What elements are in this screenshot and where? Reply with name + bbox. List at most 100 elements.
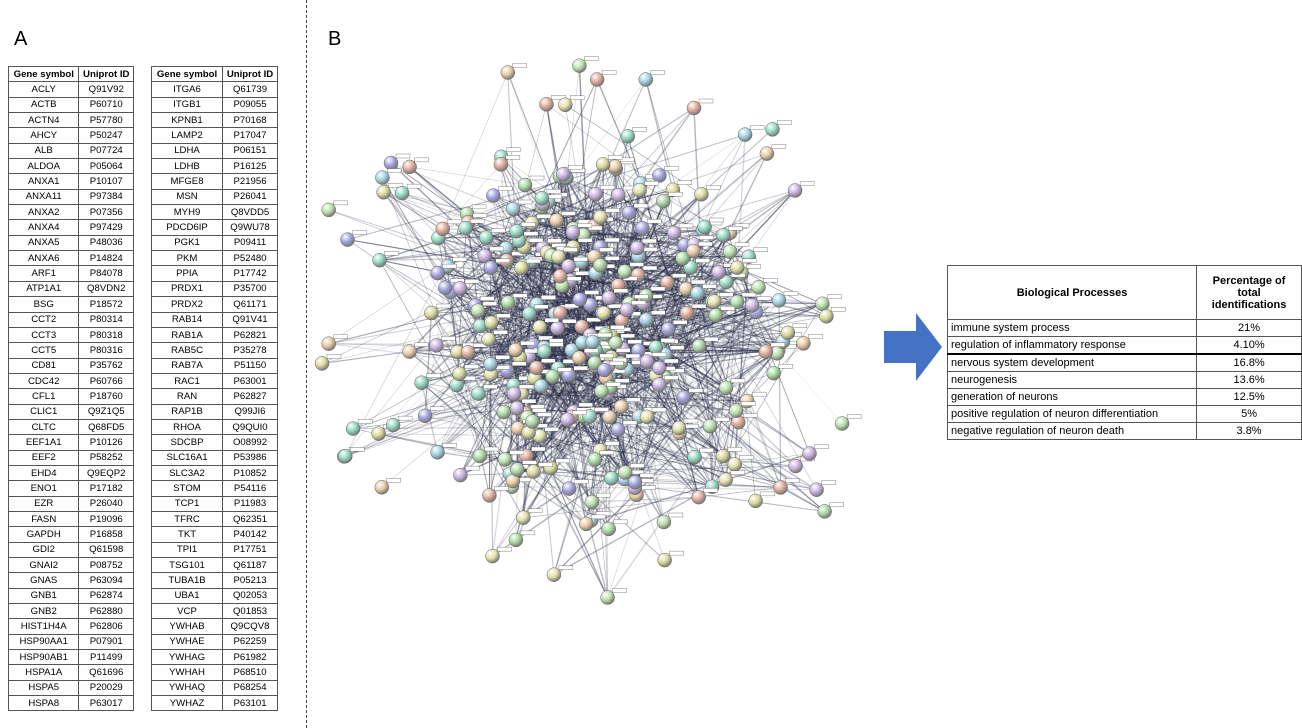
network-edge: [734, 256, 750, 465]
network-node-label: [730, 470, 745, 475]
gene-symbol-cell: YWHAB: [150, 618, 224, 635]
gene-symbol-header: Gene symbol: [7, 65, 80, 83]
network-edge: [639, 183, 724, 457]
uniprot-id-cell: P62806: [78, 618, 134, 635]
network-node-label: [442, 263, 457, 269]
uniprot-id-cell: P63017: [78, 695, 134, 712]
network-node-label: [528, 508, 543, 513]
network-node-label: [524, 348, 540, 354]
uniprot-id-cell: Q68FD5: [78, 418, 134, 436]
network-node-label: [627, 339, 642, 344]
network-node-label: [577, 223, 593, 228]
table-row: PGK1 P09411: [150, 234, 278, 252]
uniprot-id-cell: P48036: [78, 234, 134, 252]
network-edge: [437, 370, 508, 453]
network-node-label: [714, 417, 730, 422]
network-edge: [383, 191, 612, 337]
network-node: [517, 177, 533, 193]
network-node-label: [672, 273, 687, 278]
network-node-label: [746, 264, 761, 269]
gene-symbol-cell: GNAS: [7, 572, 80, 589]
uniprot-id-cell: P10107: [78, 173, 134, 190]
network-node: [652, 168, 667, 183]
network-node-label: [520, 340, 535, 346]
network-node: [508, 342, 523, 358]
gene-symbol-cell: YWHAZ: [150, 695, 224, 712]
network-node: [595, 157, 611, 172]
network-node: [572, 292, 588, 307]
network-node-label: [609, 360, 624, 366]
network-node: [496, 404, 512, 420]
processes-header: Biological Processes: [946, 265, 1198, 320]
table-row: ACLY Q91V92: [7, 81, 134, 98]
network-edge: [521, 390, 602, 395]
network-edge: [378, 432, 551, 469]
network-node-label: [441, 336, 456, 341]
uniprot-id-cell: P62880: [78, 603, 134, 620]
network-node: [514, 260, 529, 276]
panel-a-label: A: [14, 28, 28, 50]
network-edge: [516, 228, 574, 232]
network-edge: [465, 228, 492, 323]
network-edge: [522, 79, 598, 518]
network-node-label: [583, 348, 599, 353]
table-row: SLC3A2 P10852: [150, 464, 278, 482]
table-row: neurogenesis 13.6%: [946, 371, 1302, 389]
network-node: [660, 275, 675, 290]
network-edge: [528, 367, 660, 434]
uniprot-id-cell: P60710: [78, 96, 134, 114]
uniprot-id-cell: P63001: [222, 372, 278, 390]
network-edge: [383, 192, 573, 233]
gene-symbol-cell: HIST1H4A: [7, 618, 80, 635]
network-node: [483, 357, 498, 372]
network-node-label: [743, 413, 758, 418]
network-edge: [609, 351, 767, 418]
gene-symbol-cell: ANXA4: [7, 219, 80, 236]
network-node-label: [827, 294, 842, 299]
network-node: [556, 167, 571, 182]
gene-symbol-cell: ACTB: [7, 96, 80, 114]
table-row: HIST1H4A P62806: [7, 618, 134, 635]
network-node-label: [777, 120, 792, 125]
gene-symbol-cell: TPI1: [150, 541, 224, 559]
network-node-label: [799, 181, 815, 186]
network-node-label: [651, 352, 667, 357]
network-edge: [490, 261, 531, 365]
network-edge: [553, 393, 608, 575]
network-node-label: [549, 338, 564, 343]
network-node: [639, 354, 655, 369]
network-node: [666, 225, 682, 241]
network-node-label: [594, 407, 609, 412]
network-node-label: [537, 412, 552, 417]
gene-symbol-cell: SDCBP: [150, 434, 224, 451]
table-row: ANXA4 P97429: [7, 219, 134, 236]
uniprot-id-cell: Q91V41: [222, 311, 278, 328]
network-node: [340, 232, 355, 247]
network-node-label: [660, 338, 675, 343]
gene-symbol-cell: CD81: [7, 357, 80, 374]
network-edge: [562, 174, 601, 451]
network-edge: [722, 235, 727, 283]
network-node-label: [573, 256, 588, 262]
network-node-label: [464, 364, 479, 369]
network-edge: [475, 305, 695, 458]
network-node-label: [518, 384, 534, 389]
network-edge: [645, 79, 694, 252]
uniprot-id-cell: P06151: [222, 142, 278, 160]
network-edge: [390, 162, 609, 368]
network-edge: [539, 435, 817, 491]
network-node-label: [778, 364, 793, 369]
network-edge: [524, 184, 726, 480]
network-node: [497, 452, 513, 467]
network-node-label: [641, 485, 656, 490]
network-edge: [523, 487, 781, 519]
gene-symbol-cell: FASN: [7, 510, 80, 528]
network-node: [372, 252, 387, 268]
uniprot-id-cell: Q01853: [222, 603, 278, 620]
network-node-label: [563, 247, 578, 252]
network-edge: [557, 164, 604, 258]
table-row: YWHAZ P63101: [150, 695, 278, 712]
network-node-label: [814, 444, 829, 449]
network-node: [485, 548, 500, 564]
gene-symbol-cell: YWHAE: [150, 633, 224, 651]
